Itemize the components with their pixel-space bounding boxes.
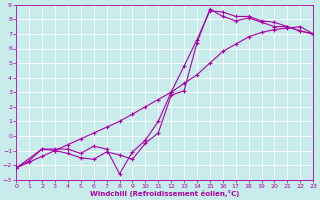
X-axis label: Windchill (Refroidissement éolien,°C): Windchill (Refroidissement éolien,°C) <box>90 190 239 197</box>
